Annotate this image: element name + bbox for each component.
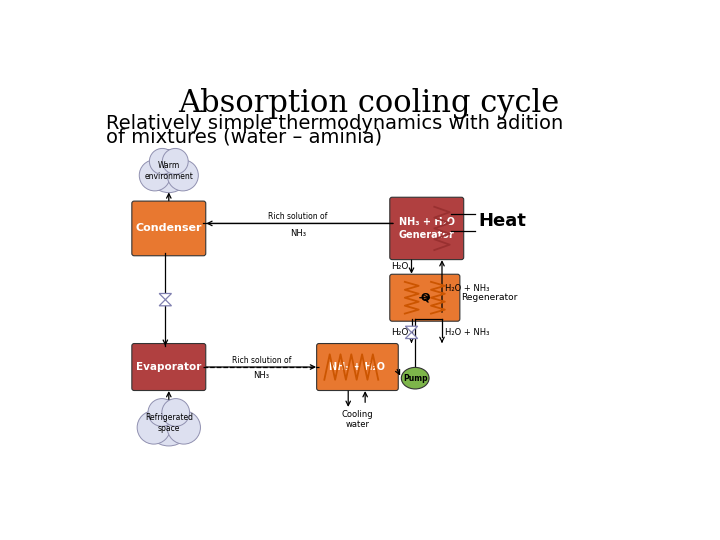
Polygon shape — [405, 333, 418, 339]
Circle shape — [148, 150, 190, 193]
Text: of mixtures (water – aminia): of mixtures (water – aminia) — [106, 128, 382, 147]
Text: Rich solution of: Rich solution of — [232, 356, 291, 364]
FancyBboxPatch shape — [317, 343, 398, 390]
Text: NH₃ + H₂O
Generator: NH₃ + H₂O Generator — [399, 217, 455, 240]
Polygon shape — [405, 326, 418, 333]
Text: Refrigerated
space: Refrigerated space — [145, 413, 193, 433]
Circle shape — [162, 399, 189, 426]
Polygon shape — [159, 294, 171, 300]
Circle shape — [137, 411, 171, 444]
Text: Warm
environment: Warm environment — [145, 161, 193, 181]
Text: Regenerator: Regenerator — [461, 293, 517, 302]
Circle shape — [167, 411, 200, 444]
Text: Heat: Heat — [478, 213, 526, 231]
Text: Condenser: Condenser — [135, 224, 202, 233]
FancyBboxPatch shape — [132, 201, 206, 256]
Circle shape — [139, 160, 171, 191]
Text: H₂O + NH₃: H₂O + NH₃ — [445, 284, 490, 293]
Text: NH₃: NH₃ — [253, 371, 269, 380]
FancyBboxPatch shape — [132, 343, 206, 390]
Polygon shape — [159, 300, 171, 306]
Ellipse shape — [401, 367, 429, 389]
Text: NH₃: NH₃ — [289, 229, 306, 238]
Text: Rich solution of: Rich solution of — [268, 212, 328, 221]
Circle shape — [167, 160, 198, 191]
Circle shape — [162, 148, 188, 174]
Text: H₂O + NH₃: H₂O + NH₃ — [445, 328, 490, 337]
Text: H₂O: H₂O — [391, 262, 408, 272]
Text: Evaporator: Evaporator — [136, 362, 202, 372]
Text: Pump: Pump — [403, 374, 428, 383]
Circle shape — [149, 148, 175, 174]
Circle shape — [145, 400, 192, 446]
Text: Q: Q — [420, 293, 430, 303]
FancyBboxPatch shape — [390, 197, 464, 260]
Text: Relatively simple thermodynamics with adition: Relatively simple thermodynamics with ad… — [106, 114, 563, 133]
Text: H₂O: H₂O — [391, 328, 408, 337]
Circle shape — [148, 399, 176, 426]
Text: Absorption cooling cycle: Absorption cooling cycle — [179, 88, 559, 119]
Text: Cooling
water: Cooling water — [341, 410, 373, 429]
Text: NH₃ + H₂O: NH₃ + H₂O — [330, 362, 385, 372]
FancyBboxPatch shape — [390, 274, 460, 321]
